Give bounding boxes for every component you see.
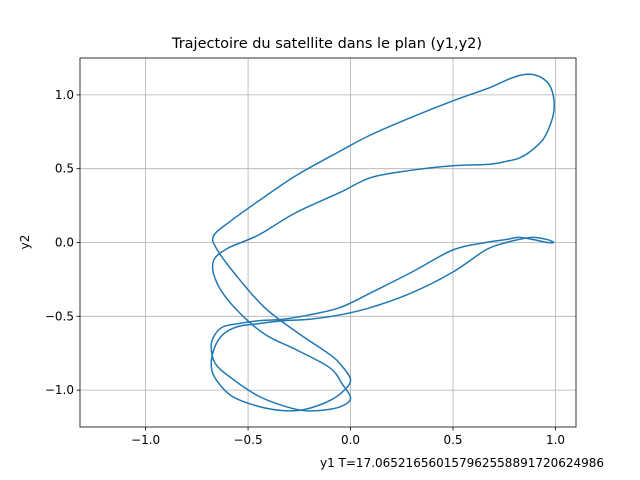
y-tick-label: 0.0 bbox=[55, 236, 74, 250]
x-axis-label: y1 T=17.065216560157962558891720624986 bbox=[320, 456, 604, 470]
ticks: −1.0 −0.5 0.0 0.5 1.0 −1.0 −0.5 0.0 0.5 1.0 bbox=[45, 88, 565, 447]
y-tick-label: 1.0 bbox=[55, 88, 74, 102]
x-tick-label: 1.0 bbox=[546, 433, 565, 447]
x-tick-label: 0.0 bbox=[341, 433, 360, 447]
data-layer bbox=[210, 73, 556, 412]
x-tick-label: 0.5 bbox=[443, 433, 462, 447]
grid bbox=[80, 58, 576, 427]
x-tick-label: −0.5 bbox=[233, 433, 262, 447]
y-tick-label: 0.5 bbox=[55, 162, 74, 176]
y-axis-label: y2 bbox=[18, 235, 32, 250]
y-tick-label: −0.5 bbox=[45, 309, 74, 323]
trajectory-line bbox=[210, 73, 556, 412]
y-tick-label: −1.0 bbox=[45, 383, 74, 397]
chart-title: Trajectoire du satellite dans le plan (y… bbox=[171, 36, 482, 52]
x-tick-label: −1.0 bbox=[131, 433, 160, 447]
